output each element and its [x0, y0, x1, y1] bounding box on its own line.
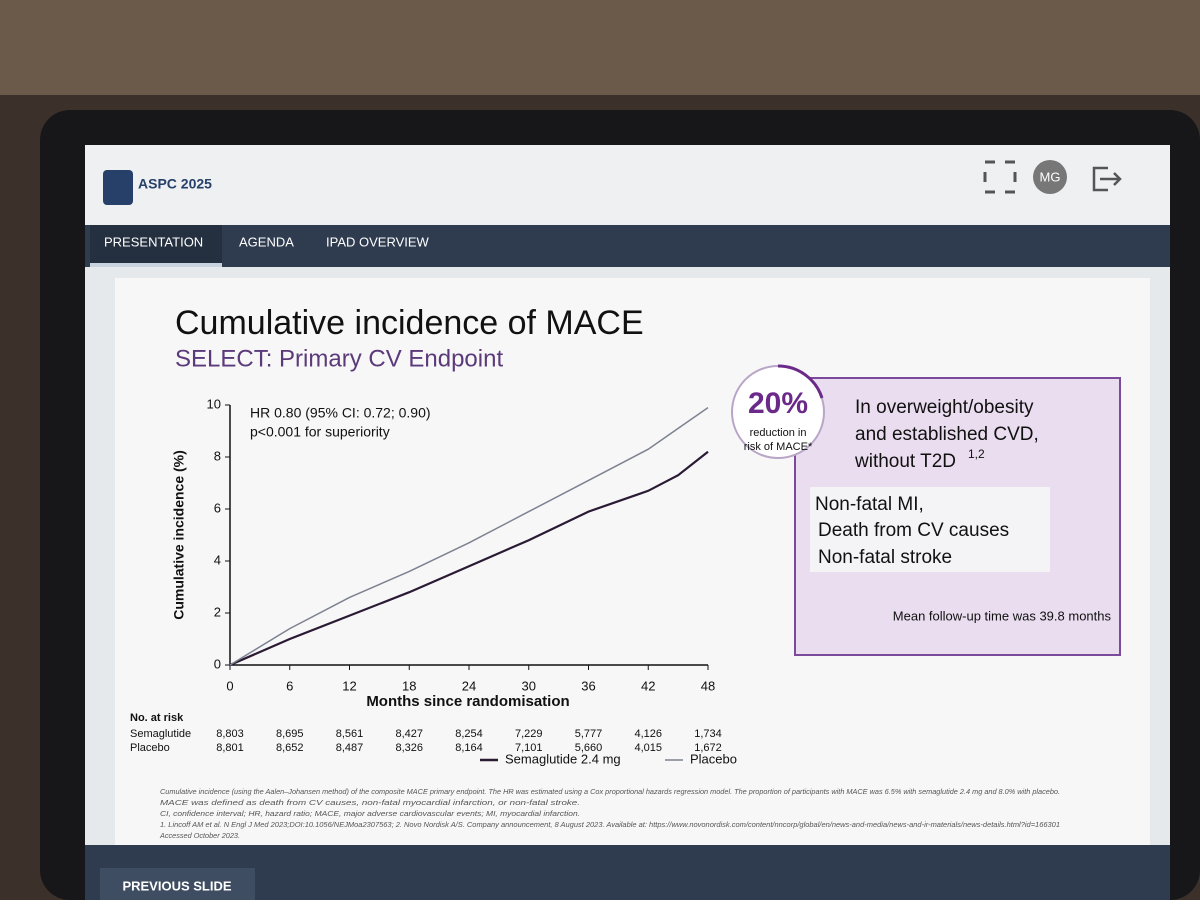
risk-cell: 1,734	[694, 728, 722, 740]
component: Death from CV causes	[818, 520, 1009, 541]
x-tick-label: 48	[701, 678, 715, 693]
y-tick-label: 10	[207, 396, 221, 411]
risk-cell: 8,254	[455, 728, 483, 740]
risk-cell: 5,660	[575, 742, 603, 754]
y-tick-label: 8	[214, 448, 221, 463]
active-tab-underline	[90, 263, 222, 267]
nav-tab[interactable]: IPAD OVERVIEW	[326, 234, 430, 249]
component: Non-fatal stroke	[818, 547, 952, 568]
risk-cell: 8,427	[395, 728, 423, 740]
slide-subtitle: SELECT: Primary CV Endpoint	[175, 345, 503, 372]
footnote: 1. Lincoff AM et al. N Engl J Med 2023;D…	[160, 820, 1060, 829]
footnote: Cumulative incidence (using the Aalen–Jo…	[160, 787, 1060, 796]
risk-cell: 7,229	[515, 728, 543, 740]
footnote: CI, confidence interval; HR, hazard rati…	[160, 809, 580, 818]
components-box	[810, 487, 1050, 572]
callout-percent: 20%	[748, 387, 808, 420]
risk-cell: 1,672	[694, 742, 722, 754]
risk-cell: 7,101	[515, 742, 543, 754]
y-tick-label: 4	[214, 552, 221, 567]
footnote: MACE was defined as death from CV causes…	[160, 798, 580, 807]
x-tick-label: 42	[641, 678, 655, 693]
risk-cell: 8,164	[455, 742, 483, 754]
annotation: HR 0.80 (95% CI: 0.72; 0.90)	[250, 405, 431, 421]
risk-cell: 8,561	[336, 728, 364, 740]
risk-table-title: No. at risk	[130, 712, 184, 724]
logout-icon[interactable]	[1092, 166, 1122, 192]
series-line	[229, 450, 709, 667]
logo-icon	[103, 170, 133, 205]
risk-cell: 8,326	[395, 742, 423, 754]
risk-cell: 8,487	[336, 742, 364, 754]
y-tick-label: 6	[214, 500, 221, 515]
x-tick-label: 18	[402, 678, 416, 693]
previous-button-label[interactable]: PREVIOUS SLIDE	[122, 878, 231, 893]
logo-text: ASPC 2025	[138, 176, 212, 192]
slide-title: Cumulative incidence of MACE	[175, 304, 644, 342]
y-axis-label: Cumulative incidence (%)	[171, 450, 187, 620]
population: and established CVD,	[855, 424, 1039, 445]
x-tick-label: 24	[462, 678, 476, 693]
risk-cell: 4,015	[634, 742, 662, 754]
y-tick-label: 2	[214, 604, 221, 619]
risk-cell: 8,803	[216, 728, 244, 740]
bottom-bar	[85, 845, 1170, 900]
risk-cell: 4,126	[634, 728, 662, 740]
follow-up: Mean follow-up time was 39.8 months	[893, 608, 1112, 623]
footnote: Accessed October 2023.	[159, 831, 240, 840]
population-sup: 1,2	[968, 447, 985, 461]
x-axis-label: Months since randomisation	[366, 693, 569, 710]
x-tick-label: 6	[286, 678, 293, 693]
y-tick-label: 0	[214, 656, 221, 671]
x-tick-label: 36	[581, 678, 595, 693]
risk-row-name: Semaglutide	[130, 728, 191, 740]
callout-caption: risk of MACE*	[744, 441, 813, 453]
x-tick-label: 30	[522, 678, 536, 693]
legend-label: Placebo	[690, 751, 737, 766]
nav-bar	[85, 225, 1170, 267]
room-top	[0, 0, 1200, 95]
x-tick-label: 12	[342, 678, 356, 693]
active-tab[interactable]	[90, 225, 222, 267]
risk-cell: 8,801	[216, 742, 244, 754]
population: without T2D	[854, 451, 956, 472]
risk-row-name: Placebo	[130, 742, 170, 754]
legend-label: Semaglutide 2.4 mg	[505, 751, 621, 766]
top-bar	[85, 145, 1170, 225]
component: Non-fatal MI,	[815, 494, 924, 515]
avatar-initials: MG	[1040, 169, 1061, 184]
annotation: p<0.001 for superiority	[250, 424, 390, 440]
risk-cell: 8,652	[276, 742, 304, 754]
risk-cell: 8,695	[276, 728, 304, 740]
nav-tab[interactable]: AGENDA	[239, 234, 294, 249]
callout-arrow	[777, 364, 824, 399]
avatar[interactable]	[1033, 160, 1067, 194]
callout-caption: reduction in	[750, 427, 807, 439]
nav-tab[interactable]: PRESENTATION	[104, 234, 203, 249]
risk-cell: 5,777	[575, 728, 603, 740]
x-tick-label: 0	[226, 678, 233, 693]
population: In overweight/obesity	[855, 397, 1034, 418]
fullscreen-icon[interactable]	[983, 160, 1017, 194]
series-line	[229, 406, 709, 666]
previous-button[interactable]	[100, 868, 255, 900]
